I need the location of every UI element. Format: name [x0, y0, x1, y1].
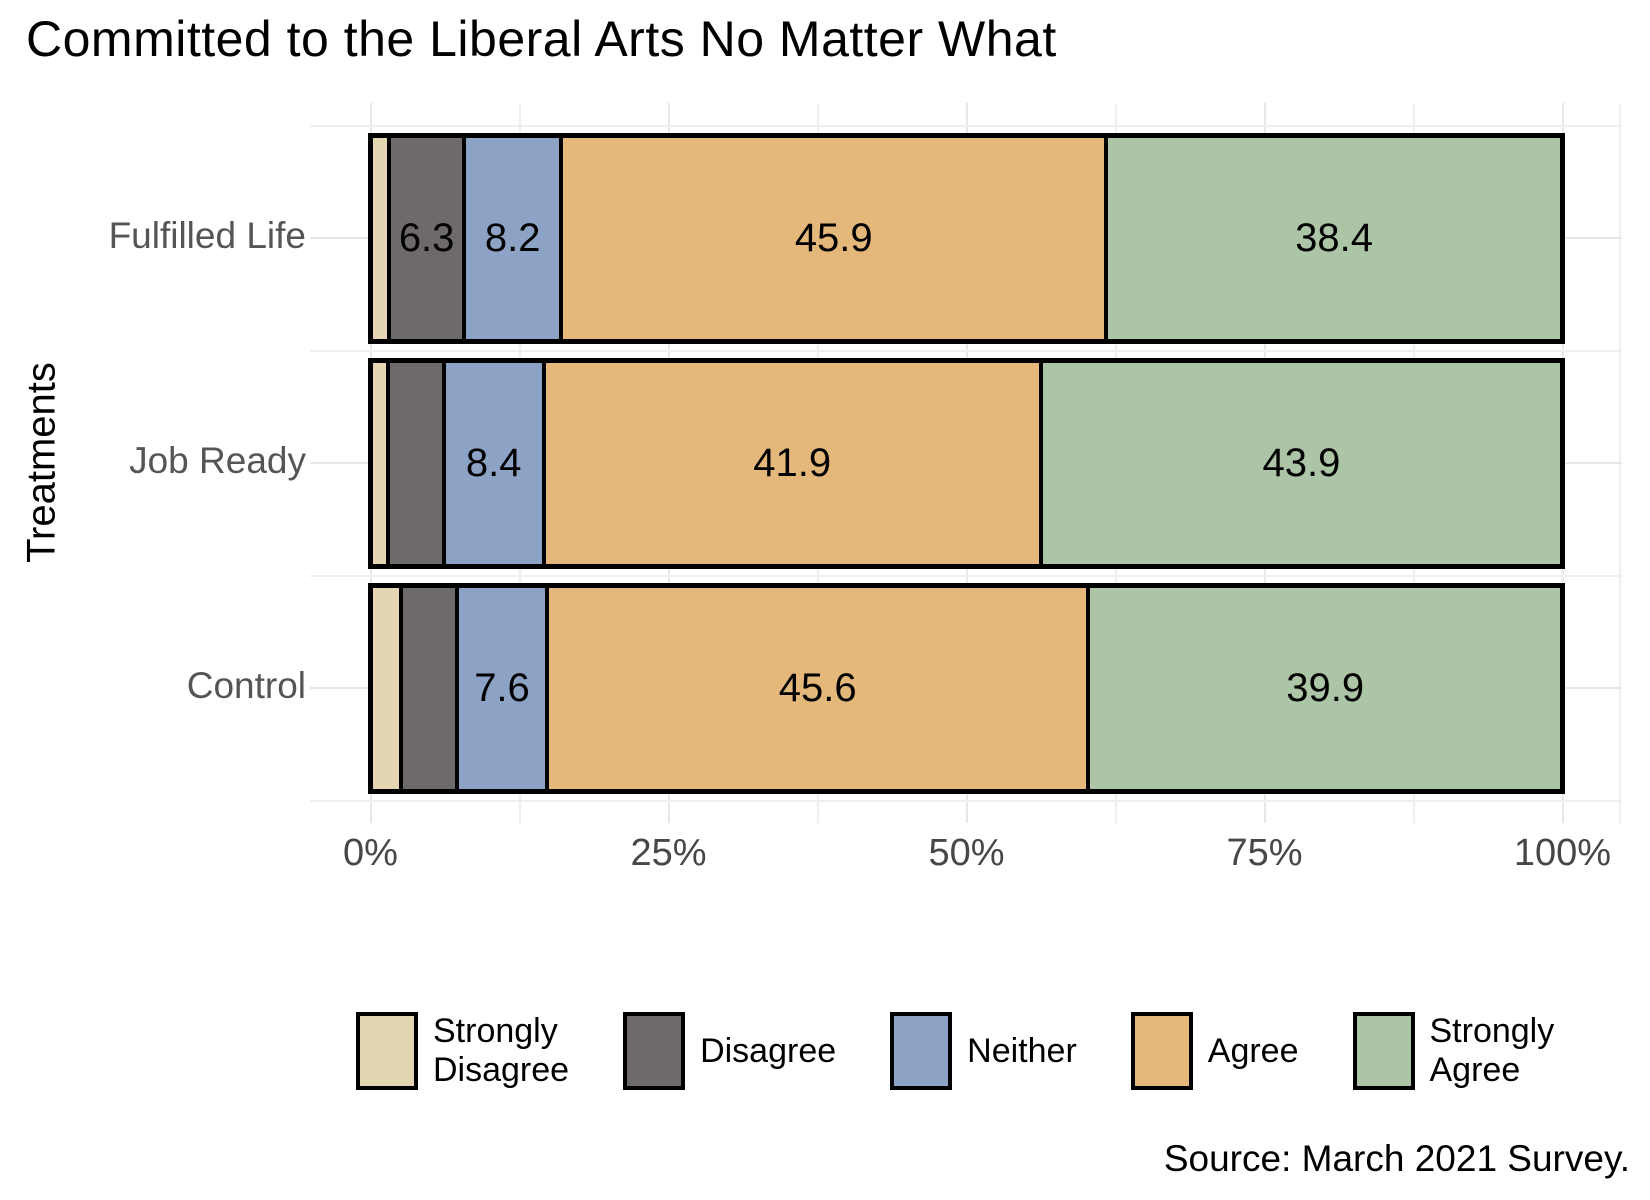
legend-label-line: Neither: [967, 1031, 1077, 1070]
chart-title: Committed to the Liberal Arts No Matter …: [26, 11, 1057, 67]
category-label-fulfilled-life: Fulfilled Life: [108, 215, 306, 256]
segment-value-label: 7.6: [474, 665, 530, 710]
segment-value-label: 8.2: [484, 215, 541, 260]
segment-agree: 45.6: [545, 587, 1087, 789]
bar-row-fulfilled-life: 6.3 8.2 45.9 38.4: [368, 132, 1565, 344]
legend-label: Agree: [1208, 1032, 1299, 1071]
segment-strongly-agree: 39.9: [1086, 587, 1560, 789]
bar-row-control: 7.6 45.6 39.9: [368, 582, 1565, 794]
category-label-control: Control: [186, 665, 306, 706]
segment-strongly-disagree: [373, 137, 388, 339]
y-minor-gridline: [310, 799, 1622, 802]
legend-label: Strongly Disagree: [433, 1012, 569, 1091]
segment-value-label: 8.4: [465, 440, 522, 485]
category-label-job-ready: Job Ready: [129, 440, 306, 481]
source-note: Source: March 2021 Survey.: [1163, 1138, 1630, 1179]
y-minor-gridline: [310, 574, 1622, 577]
segment-value-label: 45.6: [778, 665, 857, 710]
segment-value-label: 45.9: [794, 215, 873, 260]
legend-label-line: Disagree: [433, 1051, 570, 1090]
legend: Strongly Disagree Disagree Neither Agree Stro…: [356, 1012, 1554, 1091]
x-tick-label: 75%: [1226, 832, 1303, 874]
segment-strongly-agree: 43.9: [1038, 362, 1560, 564]
segment-disagree: [399, 587, 455, 789]
segment-neither: 7.6: [454, 587, 546, 789]
legend-label-line: Agree: [1207, 1031, 1299, 1070]
x-tick-label: 25%: [630, 832, 707, 874]
legend-key-swatch: [1352, 1012, 1415, 1091]
plot-panel: 6.3 8.2 45.9 38.4 8.4 41.9 43.9 7.6 45.6 39.9: [310, 103, 1622, 823]
segment-agree: 45.9: [559, 137, 1105, 339]
segment-value-label: 38.4: [1295, 215, 1373, 260]
segment-neither: 8.4: [441, 362, 542, 564]
y-minor-gridline: [310, 349, 1622, 352]
segment-disagree: 6.3: [387, 137, 462, 339]
legend-label-line: Disagree: [700, 1031, 837, 1070]
bar-row-job-ready: 8.4 41.9 43.9: [368, 357, 1565, 569]
legend-item-strongly-agree: Strongly Agree: [1352, 1012, 1555, 1091]
segment-value-label: 43.9: [1262, 440, 1341, 485]
segment-disagree: [386, 362, 442, 564]
legend-key-swatch: [1130, 1012, 1193, 1091]
legend-key-swatch: [623, 1012, 686, 1091]
legend-label: Neither: [967, 1032, 1077, 1071]
legend-item-agree: Agree: [1130, 1012, 1299, 1091]
segment-strongly-disagree: [373, 587, 400, 789]
segment-value-label: 6.3: [398, 215, 455, 260]
segment-neither: 8.2: [462, 137, 560, 339]
segment-agree: 41.9: [541, 362, 1039, 564]
y-minor-gridline: [310, 125, 1622, 127]
legend-label: Disagree: [700, 1032, 836, 1071]
legend-item-disagree: Disagree: [623, 1012, 836, 1091]
legend-label-line: Strongly: [433, 1012, 558, 1050]
legend-label-line: Strongly: [1429, 1012, 1555, 1050]
segment-strongly-agree: 38.4: [1104, 137, 1560, 339]
segment-value-label: 39.9: [1286, 665, 1365, 710]
segment-value-label: 41.9: [753, 440, 832, 485]
legend-key-swatch: [890, 1012, 953, 1091]
legend-item-neither: Neither: [890, 1012, 1077, 1091]
legend-label: Strongly Agree: [1430, 1012, 1555, 1091]
legend-key-swatch: [356, 1012, 418, 1091]
x-tick-label: 100%: [1513, 832, 1612, 874]
segment-strongly-disagree: [373, 362, 387, 564]
x-tick-label: 0%: [343, 832, 398, 874]
legend-label-line: Agree: [1429, 1051, 1521, 1090]
x-tick-label: 50%: [928, 832, 1005, 874]
legend-item-strongly-disagree: Strongly Disagree: [356, 1012, 569, 1091]
